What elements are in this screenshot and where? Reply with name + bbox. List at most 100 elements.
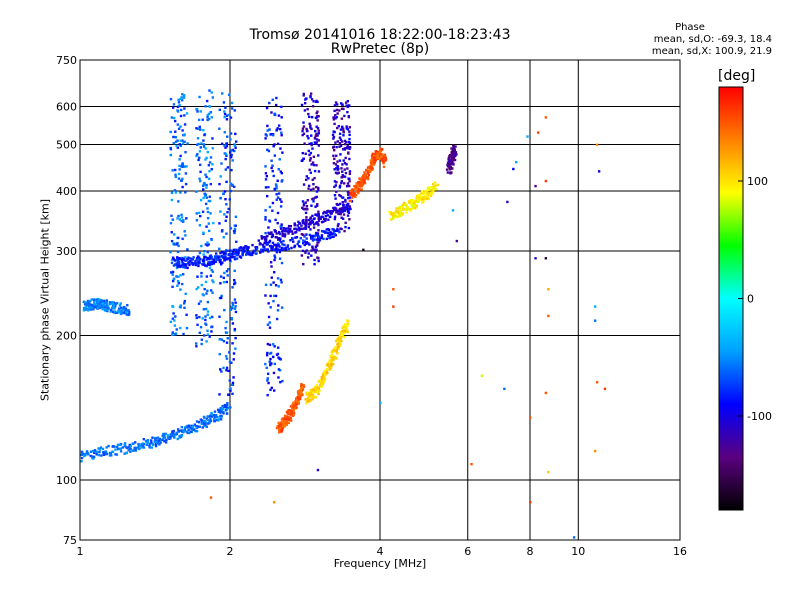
column-echo-point — [311, 249, 315, 252]
trace-point — [384, 157, 388, 161]
column-echo-point — [181, 139, 184, 142]
x-tick-label: 16 — [673, 545, 687, 558]
column-echo-point — [317, 186, 320, 190]
column-echo-point — [340, 167, 343, 170]
trace-point — [159, 441, 162, 444]
column-echo-point — [313, 258, 316, 262]
trace-point — [280, 248, 283, 252]
trace-point — [450, 171, 453, 174]
trace-point — [423, 197, 427, 201]
column-echo-point — [316, 114, 319, 118]
column-echo-point — [209, 182, 212, 186]
column-echo-point — [280, 223, 283, 226]
column-echo-point — [199, 179, 202, 183]
trace-point — [216, 408, 220, 412]
trace-point — [285, 423, 289, 427]
column-echo-point — [185, 112, 189, 115]
trace-point — [398, 207, 401, 211]
trace-point — [303, 222, 306, 226]
trace-point — [327, 218, 330, 221]
column-echo-point — [273, 258, 276, 262]
trace-point — [172, 429, 175, 433]
column-echo-point — [341, 170, 344, 173]
column-echo-point — [314, 116, 318, 120]
trace-point — [172, 264, 176, 267]
trace-point — [414, 206, 417, 210]
trace-point — [226, 403, 229, 407]
trace-point — [422, 200, 425, 203]
trace-point — [369, 161, 373, 165]
trace-point — [303, 243, 306, 247]
trace-point — [177, 261, 181, 265]
trace-point — [281, 243, 284, 246]
column-echo-point — [277, 356, 280, 359]
trace-point — [310, 392, 313, 396]
trace-point — [300, 391, 303, 394]
isolated-point — [526, 135, 529, 138]
trace-point — [327, 234, 330, 238]
trace-point — [339, 331, 343, 334]
trace-point — [180, 429, 183, 432]
trace-point — [317, 380, 320, 383]
column-echo-point — [233, 281, 237, 285]
column-echo-point — [171, 273, 174, 276]
trace-point — [148, 446, 152, 449]
trace-point — [263, 236, 267, 240]
column-echo-point — [345, 146, 349, 149]
column-echo-point — [310, 204, 313, 207]
trace-point — [281, 424, 285, 428]
column-echo-point — [340, 140, 344, 143]
trace-point — [363, 179, 366, 182]
y-tick-label: 400 — [56, 185, 77, 198]
trace-point — [290, 411, 293, 415]
trace-point — [179, 435, 183, 439]
trace-point — [308, 222, 311, 225]
column-echo-point — [181, 177, 184, 181]
trace-point — [334, 229, 337, 233]
trace-point — [422, 196, 425, 199]
column-echo-point — [336, 172, 339, 175]
trace-point — [338, 202, 342, 206]
trace-point — [300, 382, 303, 386]
column-echo-point — [311, 197, 314, 201]
trace-point — [293, 223, 297, 227]
column-echo-point — [177, 200, 180, 203]
column-echo-point — [312, 197, 315, 200]
trace-point — [145, 443, 148, 447]
trace-point — [379, 157, 382, 160]
column-echo-point — [315, 164, 318, 167]
column-echo-point — [272, 144, 275, 148]
trace-point — [184, 266, 187, 269]
column-echo-point — [336, 160, 339, 163]
column-echo-point — [198, 315, 201, 319]
column-echo-point — [223, 213, 226, 216]
trace-point — [82, 309, 86, 312]
column-echo-point — [230, 168, 233, 172]
column-echo-point — [203, 133, 206, 137]
column-echo-point — [304, 178, 308, 182]
trace-point — [137, 445, 140, 449]
trace-point — [447, 164, 451, 168]
column-echo-point — [335, 167, 338, 170]
column-echo-point — [208, 161, 212, 164]
column-echo-point — [307, 218, 311, 222]
column-echo-point — [316, 134, 319, 137]
trace-point — [241, 253, 244, 257]
column-echo-point — [220, 338, 224, 341]
trace-point — [246, 246, 249, 249]
trace-point — [372, 159, 375, 162]
x-tick-label: 1 — [77, 545, 84, 558]
trace-point — [133, 441, 137, 444]
column-echo-point — [348, 130, 351, 133]
column-echo-point — [174, 315, 177, 318]
column-echo-point — [273, 154, 277, 157]
column-echo-point — [279, 380, 282, 384]
trace-point — [129, 450, 132, 454]
trace-point — [212, 417, 216, 420]
trace-point — [187, 428, 190, 432]
column-echo-point — [301, 200, 305, 203]
column-echo-point — [206, 300, 210, 304]
trace-point — [289, 225, 293, 228]
column-echo-point — [267, 315, 271, 319]
column-echo-point — [309, 188, 313, 192]
